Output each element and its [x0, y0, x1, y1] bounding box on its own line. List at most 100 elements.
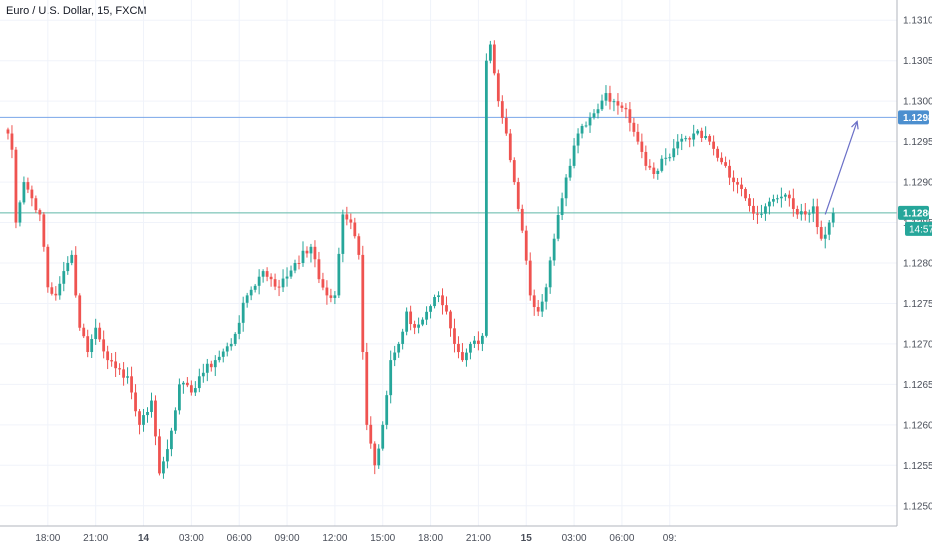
candle[interactable]	[811, 198, 815, 222]
candle[interactable]	[110, 353, 114, 367]
candle[interactable]	[14, 146, 18, 229]
candle[interactable]	[552, 233, 556, 266]
candle[interactable]	[596, 103, 600, 119]
candle[interactable]	[181, 381, 185, 394]
candle[interactable]	[42, 212, 46, 252]
candle[interactable]	[74, 246, 78, 298]
candle[interactable]	[632, 117, 636, 137]
candle[interactable]	[692, 124, 696, 147]
candle[interactable]	[357, 233, 361, 260]
candle[interactable]	[361, 245, 365, 360]
candle[interactable]	[488, 40, 492, 64]
candle[interactable]	[664, 148, 668, 166]
candle[interactable]	[285, 267, 289, 287]
candle[interactable]	[441, 288, 444, 315]
candle[interactable]	[544, 283, 548, 310]
candle[interactable]	[158, 428, 161, 476]
candle[interactable]	[86, 329, 90, 358]
candle[interactable]	[297, 255, 301, 270]
candle[interactable]	[608, 85, 612, 110]
candle[interactable]	[772, 194, 775, 207]
candle[interactable]	[548, 256, 552, 294]
candle[interactable]	[174, 407, 177, 434]
candle[interactable]	[680, 133, 684, 151]
candle[interactable]	[18, 200, 22, 227]
candle[interactable]	[213, 355, 217, 377]
candle[interactable]	[668, 153, 672, 162]
candle[interactable]	[732, 170, 735, 192]
candle[interactable]	[265, 267, 269, 282]
candle[interactable]	[66, 256, 70, 275]
candle[interactable]	[604, 85, 608, 106]
candle[interactable]	[588, 112, 592, 133]
candle[interactable]	[807, 209, 811, 223]
candle[interactable]	[385, 390, 389, 430]
candle[interactable]	[417, 317, 420, 334]
candle[interactable]	[783, 193, 787, 201]
candle[interactable]	[389, 350, 393, 404]
candle[interactable]	[6, 127, 10, 140]
candle[interactable]	[30, 185, 34, 207]
candle[interactable]	[289, 265, 293, 279]
candle[interactable]	[684, 135, 688, 142]
candle[interactable]	[281, 269, 285, 292]
candle[interactable]	[656, 168, 660, 180]
candle[interactable]	[764, 203, 767, 221]
candle[interactable]	[696, 129, 700, 136]
candle[interactable]	[397, 341, 401, 358]
candle[interactable]	[353, 217, 357, 239]
candle[interactable]	[716, 146, 719, 162]
candle[interactable]	[317, 251, 321, 284]
candle[interactable]	[676, 134, 680, 156]
candle[interactable]	[504, 108, 508, 136]
candle[interactable]	[556, 206, 560, 242]
candle[interactable]	[170, 427, 173, 457]
candle[interactable]	[473, 336, 476, 348]
candle[interactable]	[580, 123, 584, 139]
candle[interactable]	[305, 246, 309, 258]
candle[interactable]	[787, 190, 791, 207]
candle[interactable]	[724, 156, 727, 168]
candle[interactable]	[90, 334, 94, 359]
candle[interactable]	[592, 109, 596, 120]
candle[interactable]	[799, 203, 803, 221]
candle[interactable]	[572, 138, 576, 169]
candle[interactable]	[185, 377, 189, 388]
candle[interactable]	[469, 341, 472, 360]
candle[interactable]	[22, 176, 26, 205]
candle[interactable]	[437, 291, 440, 303]
candle[interactable]	[660, 155, 664, 173]
candle[interactable]	[616, 93, 620, 115]
candle[interactable]	[78, 293, 82, 331]
candle[interactable]	[46, 244, 50, 293]
candle[interactable]	[744, 187, 747, 201]
candle[interactable]	[740, 177, 743, 197]
candle[interactable]	[146, 407, 149, 423]
candle[interactable]	[708, 134, 712, 146]
candle[interactable]	[369, 416, 373, 449]
candle[interactable]	[58, 276, 62, 300]
candle[interactable]	[768, 197, 771, 215]
candle[interactable]	[401, 328, 405, 350]
candle[interactable]	[496, 69, 500, 107]
candle[interactable]	[815, 198, 819, 235]
candle[interactable]	[628, 102, 632, 132]
candle[interactable]	[325, 280, 329, 305]
candle[interactable]	[457, 336, 460, 359]
candle[interactable]	[126, 367, 129, 384]
candle[interactable]	[728, 159, 731, 185]
candle[interactable]	[209, 360, 213, 372]
candle[interactable]	[640, 133, 644, 159]
candle[interactable]	[94, 318, 98, 345]
candle[interactable]	[257, 269, 261, 295]
candle[interactable]	[823, 226, 827, 249]
candle[interactable]	[620, 102, 624, 112]
candle[interactable]	[321, 272, 325, 291]
candle[interactable]	[237, 315, 241, 340]
candle[interactable]	[827, 219, 831, 241]
candle[interactable]	[197, 368, 201, 393]
candle[interactable]	[560, 192, 564, 221]
candle[interactable]	[752, 198, 755, 221]
candle[interactable]	[309, 243, 313, 263]
